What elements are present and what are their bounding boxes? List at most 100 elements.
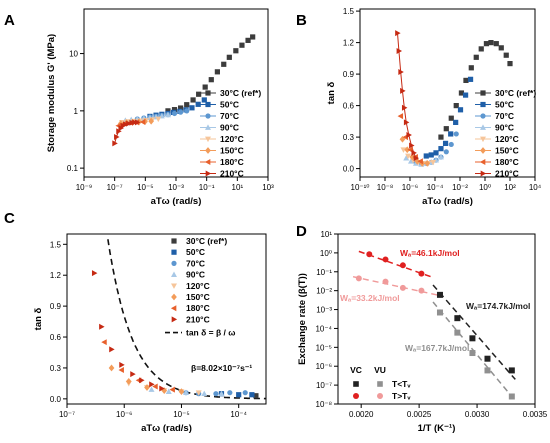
panela-legend-marker xyxy=(205,101,211,108)
panelb-marker xyxy=(503,52,509,58)
paneld-ytick-label: 10⁻⁸ xyxy=(316,400,333,409)
paneld-marker xyxy=(355,275,362,282)
panelb-legend-label: 70°C xyxy=(495,111,514,121)
panelb-marker xyxy=(430,159,437,166)
panelc-marker xyxy=(178,388,185,396)
panelb-ylabel: tan δ xyxy=(326,81,337,104)
panelb-legend-marker xyxy=(480,124,486,130)
panela-xtick-label: 10⁻⁵ xyxy=(137,183,153,192)
panela-legend-marker xyxy=(205,170,212,177)
panela-marker xyxy=(250,34,256,40)
panelb-marker xyxy=(423,153,429,159)
panelb-legend-label: 90°C xyxy=(495,123,514,133)
panelb-marker xyxy=(467,76,474,82)
panelb-legend-label: 30°C (ref*) xyxy=(495,88,536,98)
panelc-marker xyxy=(108,364,115,372)
panelb-marker xyxy=(405,153,412,160)
panelb-marker xyxy=(473,54,479,60)
paneld-ytick-label: 10⁻⁶ xyxy=(316,362,332,371)
panelc-marker xyxy=(201,390,208,397)
panela-xtick-label: 10⁻¹ xyxy=(199,183,215,192)
paneld-legend-marker xyxy=(377,381,383,387)
panelc-beta-annotation: β=8.02×10⁻⁷s⁻¹ xyxy=(191,363,252,373)
paneld-energy-annotation: Wₐ=167.7kJ/mol xyxy=(405,343,469,353)
paneld-ytick-label: 10⁻⁵ xyxy=(316,343,332,352)
panelb-marker xyxy=(498,45,504,51)
panelc-frame xyxy=(66,233,267,405)
panelb-marker xyxy=(406,132,412,138)
paneld-energy-annotation: Wₐ=46.1kJ/mol xyxy=(400,248,460,258)
panela-marker xyxy=(208,77,214,83)
panelb-marker xyxy=(413,155,420,162)
panelb-legend-marker xyxy=(480,113,486,119)
panelc-marker xyxy=(159,385,165,392)
panelb-marker xyxy=(483,41,490,47)
panela-marker xyxy=(112,140,118,147)
panelb-marker xyxy=(453,131,459,137)
panelb-legend-marker xyxy=(480,136,486,143)
panela-letter: A xyxy=(4,12,15,29)
panelc-legend-marker xyxy=(171,238,177,244)
panela-marker xyxy=(129,119,135,126)
panelc-xtick-label: 10⁻⁶ xyxy=(116,410,132,419)
panela-marker xyxy=(195,101,201,107)
panelb-ytick-label: 1.2 xyxy=(343,39,355,48)
panelb-xtick-label: 10⁻⁸ xyxy=(377,183,394,192)
panelb-marker xyxy=(453,103,459,109)
panelc-marker xyxy=(101,339,107,346)
paneld-letter: D xyxy=(296,223,307,240)
paneld-marker xyxy=(366,251,373,258)
panela-marker xyxy=(126,120,132,127)
panelc-marker xyxy=(169,386,175,393)
panelb-marker xyxy=(468,65,474,71)
panela-marker xyxy=(221,61,227,67)
panelb-letter: B xyxy=(296,12,307,29)
panela-marker xyxy=(178,105,184,111)
panelc-legend-label: 120°C xyxy=(186,281,210,291)
panelc-ylabel: tan δ xyxy=(33,307,44,330)
panelb-marker xyxy=(438,146,444,152)
panelb-marker xyxy=(443,149,449,155)
panelb-marker xyxy=(401,104,408,111)
panelc-marker xyxy=(125,377,132,385)
panelb-legend-label: 50°C xyxy=(495,100,514,110)
paneld-marker xyxy=(436,291,443,298)
panela-marker xyxy=(201,97,207,103)
paneld-marker xyxy=(399,284,406,291)
panela-legend-marker xyxy=(205,124,211,130)
panelb-ytick-label: 0.3 xyxy=(343,133,355,142)
panelc-legend-marker xyxy=(170,305,177,312)
panelb-marker xyxy=(453,119,459,125)
panelb-legend-label: 150°C xyxy=(495,146,519,156)
panela-legend-label: 50°C xyxy=(220,100,239,110)
panelb-ytick-label: 0.9 xyxy=(343,70,355,79)
panelc-marker xyxy=(236,392,242,398)
panelb-xtick-label: 10² xyxy=(504,183,516,192)
paneld-energy-annotation: Wₐ=33.2kJ/mol xyxy=(340,293,400,303)
panelb-marker xyxy=(438,134,444,140)
paneld-marker xyxy=(382,256,389,263)
panelc-marker xyxy=(139,377,145,384)
panelb-legend-marker xyxy=(480,147,486,154)
panelb-marker xyxy=(428,152,434,158)
panelb-frame xyxy=(359,8,536,178)
paneld-legend-row-label: T<Tᵥ xyxy=(392,379,411,389)
panelb-marker xyxy=(458,90,465,96)
panelb-marker xyxy=(443,126,449,132)
panela-legend-label: 210°C xyxy=(220,169,244,179)
paneld-frame xyxy=(337,233,536,405)
panelb-legend-marker xyxy=(480,101,486,108)
panela-marker xyxy=(202,84,208,90)
panela-marker xyxy=(196,91,202,97)
panelc-marker xyxy=(195,390,202,396)
panelb-marker xyxy=(403,119,410,126)
paneld-energy-annotation: Wₐ=174.7kJ/mol xyxy=(466,301,530,311)
panela-xtick-label: 10³ xyxy=(262,183,274,192)
panela-legend-label: 120°C xyxy=(220,134,244,144)
panelb-marker xyxy=(396,48,403,54)
paneld-legend-marker xyxy=(377,393,383,399)
panelb-xtick-label: 10⁰ xyxy=(479,183,491,192)
panelc-marker xyxy=(99,323,105,330)
paneld-xlabel: 1/T (K⁻¹) xyxy=(418,423,456,434)
